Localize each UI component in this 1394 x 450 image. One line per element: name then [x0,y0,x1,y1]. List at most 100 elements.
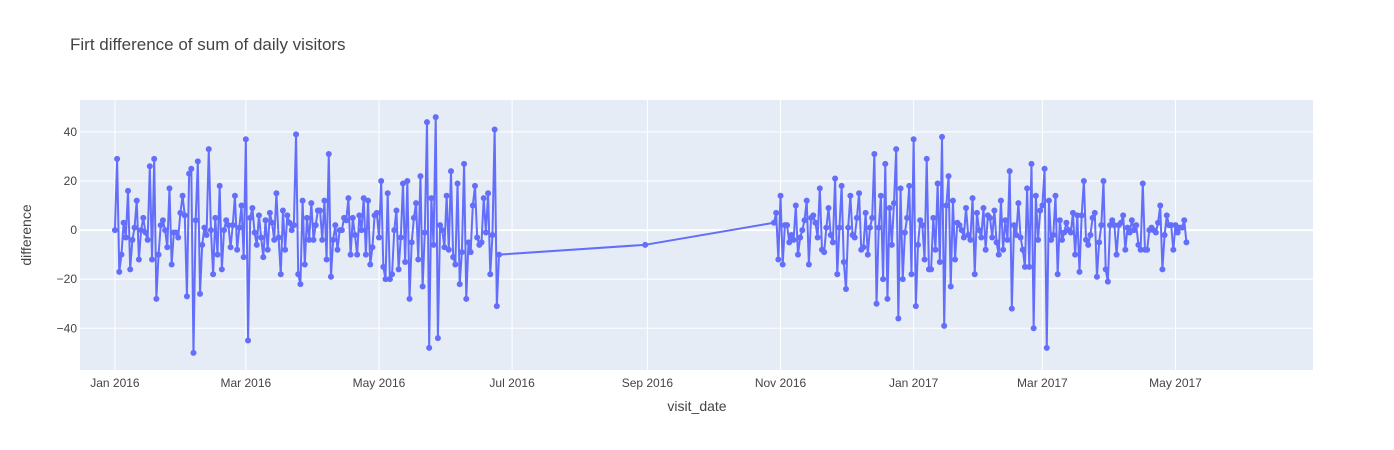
chart-title: Firt difference of sum of daily visitors [70,35,346,54]
data-point [906,182,913,189]
data-point [144,236,151,243]
data-point [1048,236,1055,243]
data-point [131,224,138,231]
data-point [338,227,345,234]
data-point [832,175,839,182]
data-point [258,234,265,241]
data-point [367,261,374,268]
data-point [853,214,860,221]
data-point [963,205,970,211]
data-point [816,185,823,192]
data-point [358,227,365,234]
data-point [978,234,985,241]
y-tick-label: 20 [64,174,78,188]
data-point [1026,263,1033,270]
data-point [928,266,935,273]
data-point [277,271,284,278]
data-point [482,229,489,236]
data-point [264,246,271,253]
data-point [995,251,1002,258]
data-point [971,271,978,278]
data-point [327,273,334,280]
data-point [389,271,396,278]
data-point [1137,246,1144,253]
data-point [284,212,291,219]
data-point [269,219,276,226]
data-point [452,261,459,268]
data-point [873,300,880,307]
data-point [116,268,123,275]
data-point [814,234,821,241]
y-tick-label: −20 [57,272,78,286]
data-point [1000,246,1007,253]
data-point [415,256,422,263]
data-point [1056,217,1063,224]
data-point [282,246,289,253]
data-point [899,276,906,283]
data-point [441,244,448,251]
data-point [397,234,404,241]
data-point [790,236,797,243]
data-point [775,256,782,263]
data-point [1126,229,1133,236]
data-point [1139,180,1146,187]
data-point [166,185,173,192]
data-point [430,241,437,248]
data-point [875,224,882,231]
data-point [260,254,267,261]
data-point [794,251,801,258]
data-point [895,315,902,322]
data-point [437,222,444,229]
data-point [886,205,893,211]
data-point [989,234,996,241]
data-point [378,178,385,184]
data-point [177,209,184,216]
data-point [404,178,411,184]
data-point [214,251,221,258]
y-tick-label: 40 [64,125,78,139]
data-point [1024,185,1031,192]
x-tick-label: Jan 2017 [889,376,939,390]
data-point [1013,232,1020,238]
data-point [1043,344,1050,351]
data-point [487,271,494,278]
data-point [186,170,193,177]
gridlines [80,100,1313,370]
data-point [312,222,319,229]
data-point [952,256,959,263]
data-point [297,281,304,288]
data-point [1063,219,1070,226]
data-point [443,192,450,199]
data-point [1107,222,1114,229]
data-point [1111,222,1118,229]
data-point [445,246,452,253]
data-point [118,251,125,258]
data-point [1144,246,1151,253]
data-point [221,227,228,234]
x-tick-label: May 2017 [1149,376,1202,390]
data-point [1098,222,1105,229]
data-point [456,281,463,288]
data-point [919,222,926,229]
y-axis-title: difference [18,204,34,265]
data-point [784,222,791,229]
data-point [864,251,871,258]
data-point [120,219,127,226]
data-point [1155,219,1162,226]
x-tick-label: May 2016 [353,376,406,390]
data-point [912,303,919,310]
data-point [153,295,160,302]
data-point [173,229,180,236]
data-point [343,217,350,224]
data-point [901,229,908,236]
data-point [1011,222,1018,229]
y-tick-label: 0 [70,223,77,237]
data-point [969,195,976,202]
data-point [162,227,169,234]
data-point [279,207,286,214]
data-point [157,222,164,229]
data-point [406,295,413,302]
data-point [797,234,804,241]
data-point [146,163,153,170]
data-point [310,236,317,243]
